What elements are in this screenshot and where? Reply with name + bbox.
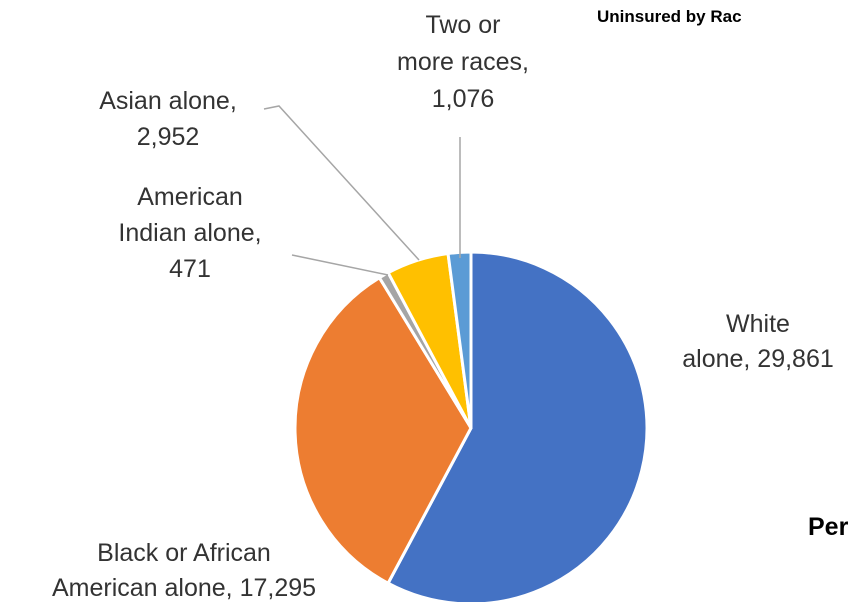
data-label-line: 1,076 [432, 85, 495, 113]
leader-line-asian [263, 105, 420, 261]
side-title-fragment: Per [808, 513, 849, 541]
leader-line-american-indian [291, 254, 389, 276]
data-label-line: American alone, 17,295 [52, 574, 316, 602]
data-label-line: Black or African [97, 539, 271, 567]
data-label-line: more races, [397, 48, 529, 76]
data-label-black: Black or African American alone, 17,295 [52, 539, 316, 602]
data-label-line: 471 [169, 255, 211, 283]
data-label-line: 2,952 [137, 123, 200, 151]
pie-slice-white [386, 250, 649, 602]
data-label-line: White [726, 310, 790, 338]
leader-lines [263, 105, 461, 276]
data-label-line: Two or [425, 11, 500, 39]
data-label-line: Indian alone, [118, 219, 261, 247]
pie-slices [293, 250, 649, 602]
data-label-line: alone, 29,861 [682, 345, 834, 373]
data-label-asian: Asian alone, 2,952 [99, 87, 237, 151]
data-label-line: American [137, 183, 243, 211]
data-label-two-or-more: Two or more races, 1,076 [397, 11, 529, 113]
data-label-line: Asian alone, [99, 87, 237, 115]
data-labels: White alone, 29,861 Black or African Americ… [52, 11, 834, 602]
data-label-white: White alone, 29,861 [682, 310, 834, 373]
chart-title: Uninsured by Rac [597, 7, 742, 26]
data-label-american-indian: American Indian alone, 471 [118, 183, 261, 283]
pie-slice-black [293, 276, 473, 585]
